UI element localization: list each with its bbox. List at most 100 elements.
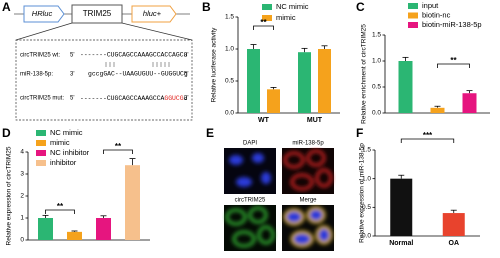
panel-label: E (206, 126, 214, 140)
legend-label: input (422, 1, 439, 10)
legend-swatch (408, 12, 418, 19)
y-tick-label: 3 (20, 171, 24, 178)
y-tick-label: 1.0 (372, 58, 381, 65)
sequence: -------CUGCAGCCAAAGCCAGGUCGu (80, 95, 188, 102)
zoom-line (121, 22, 193, 41)
box-label: hluc+ (143, 9, 162, 18)
bar (298, 52, 311, 113)
image-label: circTRIM25 (235, 198, 266, 204)
y-tick-label: 1.0 (362, 175, 371, 182)
legend-label: NC inhibitor (50, 148, 90, 157)
bar (247, 49, 260, 113)
significance-bracket (253, 25, 274, 30)
legend-label: mimic (276, 13, 296, 22)
significance-label: ** (450, 56, 457, 65)
legend-swatch (36, 160, 46, 166)
legend-label: NC mimic (50, 128, 83, 137)
significance-label: ** (115, 142, 122, 151)
image-label: Merge (299, 198, 317, 204)
y-axis-label: Relative enrichment of circTRIM25 (361, 24, 368, 124)
row-name: miR-138-5p: (20, 72, 53, 78)
legend-swatch (408, 22, 418, 28)
end-label: 5' (70, 96, 74, 102)
construct-diagram: HRluc TRIM25 hluc+ circTRIM25 wt: 5' ---… (14, 4, 193, 121)
bar (38, 218, 53, 240)
legend-label: inhibitor (50, 158, 77, 167)
y-tick-label: 1 (20, 215, 24, 222)
box-label: HRluc (32, 9, 53, 18)
y-tick-label: 0.5 (362, 204, 371, 211)
panel-label: B (202, 0, 211, 14)
legend-swatch (408, 3, 418, 9)
x-tick-label: OA (449, 240, 460, 247)
y-axis-label: Relative luciferase activity (211, 27, 218, 103)
y-tick-label: 0.0 (225, 110, 234, 117)
image-label: miR-138-5p (292, 141, 324, 147)
legend-swatch (262, 15, 272, 21)
y-tick-label: 2 (20, 193, 24, 200)
row-name: circTRIM25 wt: (20, 53, 60, 59)
y-tick-label: 1.5 (362, 147, 371, 154)
legend-label: biotin-nc (422, 10, 451, 19)
legend-label: mimic (50, 138, 70, 147)
y-tick-label: 4 (20, 149, 24, 156)
bar (442, 213, 465, 236)
significance-label: *** (423, 131, 433, 140)
end-label: 3' (184, 96, 188, 102)
significance-bracket (45, 209, 75, 214)
zoom-line (15, 22, 73, 41)
image-dapi (224, 148, 276, 194)
panel-label: A (2, 0, 11, 14)
legend-swatch (36, 150, 46, 156)
y-tick-label: 0.5 (225, 78, 234, 85)
end-label: 3' (70, 72, 74, 78)
row-name: circTRIM25 mut: (20, 96, 64, 102)
x-tick-label: MUT (307, 117, 323, 124)
significance-label: ** (57, 202, 64, 211)
image-merge (282, 205, 334, 251)
panel-label: C (356, 0, 365, 14)
legend-swatch (36, 130, 46, 136)
y-tick-label: 1.0 (225, 46, 234, 53)
y-tick-label: 0.0 (362, 233, 371, 240)
legend-label: NC mimic (276, 2, 309, 11)
y-axis-label: Relative expression of circTRIM25 (6, 146, 13, 245)
bar (318, 49, 331, 113)
legend-swatch (36, 140, 46, 146)
end-label: 5' (70, 53, 74, 59)
bar (462, 93, 477, 113)
y-tick-label: 1.5 (225, 14, 234, 21)
bar (398, 61, 413, 113)
sequence-box (15, 39, 193, 121)
sequence: gccgGAC--UAAGUGUU--GUGGUCg (88, 71, 188, 78)
bar (67, 231, 82, 240)
legend-label: biotin-miR-138-5p (422, 20, 482, 29)
end-label: 3' (184, 53, 188, 59)
panel-label: D (2, 126, 11, 140)
y-tick-label: 1.5 (372, 32, 381, 39)
trim25-box (71, 4, 123, 24)
sequence: -------CUGCAGCCAAAGCCACCAGCu (80, 52, 188, 59)
image-circ (224, 205, 276, 251)
end-label: 5' (184, 72, 188, 78)
image-label: DAPI (243, 141, 257, 147)
y-tick-label: 0.0 (372, 110, 381, 117)
box-label: TRIM25 (83, 9, 112, 18)
bar (267, 89, 280, 113)
mutation: GGUCG (164, 95, 183, 102)
y-tick-label: 0 (20, 237, 24, 244)
micrographs: DAPI miR-138-5p circTRIM25 Merge (224, 141, 334, 251)
significance-bracket (400, 138, 455, 143)
hluc-box (131, 5, 177, 23)
bar (430, 107, 445, 113)
pairing-lines (105, 62, 170, 67)
hrluc-box (23, 5, 65, 23)
x-tick-label: Normal (389, 240, 413, 247)
sequence-part: u (184, 95, 188, 102)
bar (390, 178, 413, 236)
significance-bracket (103, 149, 133, 154)
significance-bracket (437, 63, 470, 68)
x-tick-label: WT (258, 117, 270, 124)
bar (125, 165, 140, 240)
